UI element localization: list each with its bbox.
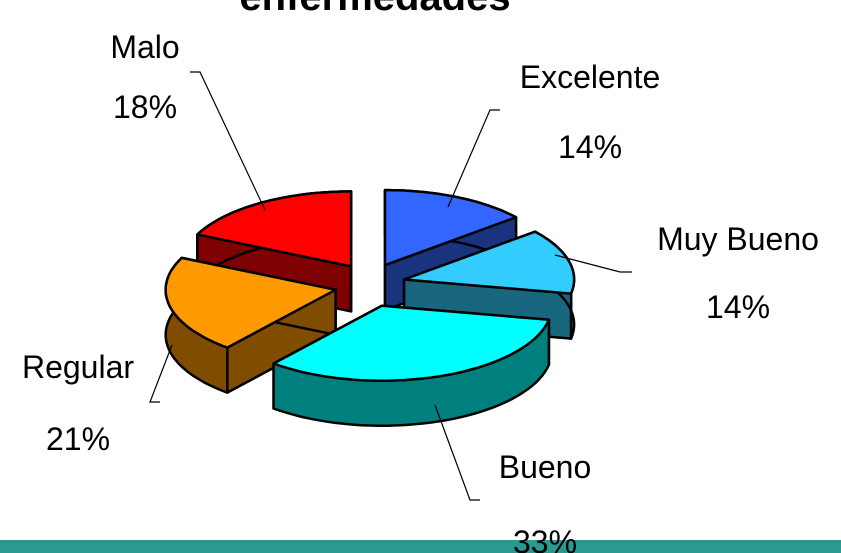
slice-top [196, 190, 353, 268]
pie-slice [164, 256, 337, 394]
slice-value-label: 18% [113, 89, 177, 125]
pie-slice [272, 304, 551, 427]
slice-value-label: 21% [46, 421, 110, 457]
leader-line [149, 344, 173, 403]
leader-line [434, 404, 480, 501]
slice-value-label: 33% [513, 524, 577, 553]
slice-top [383, 188, 518, 267]
slice-value-label: 14% [706, 289, 770, 325]
slice-value-label: 14% [558, 129, 622, 165]
leader-line [554, 254, 632, 273]
leader-line [190, 71, 266, 211]
footer-bar [0, 540, 841, 553]
chart-title: enfermedades [239, 0, 510, 19]
slice-label: Bueno [499, 449, 592, 485]
slice-top [402, 230, 576, 295]
slice-label: Regular [22, 349, 134, 385]
leader-line [447, 109, 500, 208]
slice-top [272, 304, 551, 382]
slice-top [164, 256, 337, 349]
slice-label: Excelente [520, 59, 661, 95]
slice-label: Muy Bueno [657, 221, 819, 257]
slice-label: Malo [110, 29, 179, 65]
